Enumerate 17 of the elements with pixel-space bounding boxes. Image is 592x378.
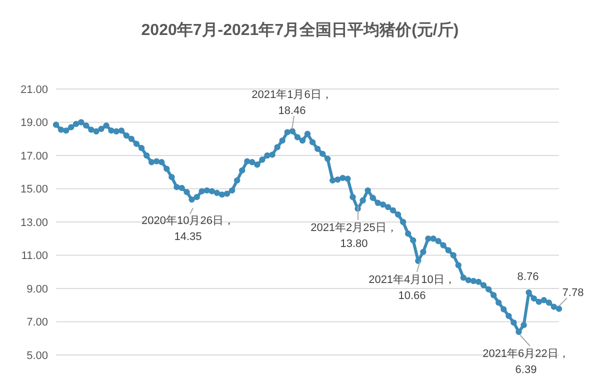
annotation: 2020年10月26日， 14.35 [142, 215, 234, 243]
annotation: 2021年4月10日， 10.66 [368, 274, 456, 302]
y-tick-label: 7.00 [26, 316, 48, 329]
y-tick-label: 15.00 [20, 184, 48, 196]
y-tick-label: 21.00 [20, 84, 48, 96]
y-tick-label: 13.00 [20, 216, 48, 229]
y-tick-label: 5.00 [26, 350, 48, 362]
y-tick-label: 17.00 [20, 150, 48, 162]
text: 7.78 [562, 287, 584, 299]
y-tick-label: 19.00 [20, 117, 48, 130]
annotation: 2021年2月25日， 13.80 [310, 222, 398, 250]
annotation: 8.76 [517, 271, 539, 283]
annotation: 2021年1月6日， 18.46 [252, 89, 332, 117]
y-tick-label: 11.00 [21, 250, 48, 262]
y-tick-label: 9.00 [26, 283, 48, 296]
annotation: 2021年6月22日， 6.39 [482, 348, 570, 376]
chart-title: 2020年7月-2021年7月全国日平均猪价(元/斤) [140, 20, 460, 41]
